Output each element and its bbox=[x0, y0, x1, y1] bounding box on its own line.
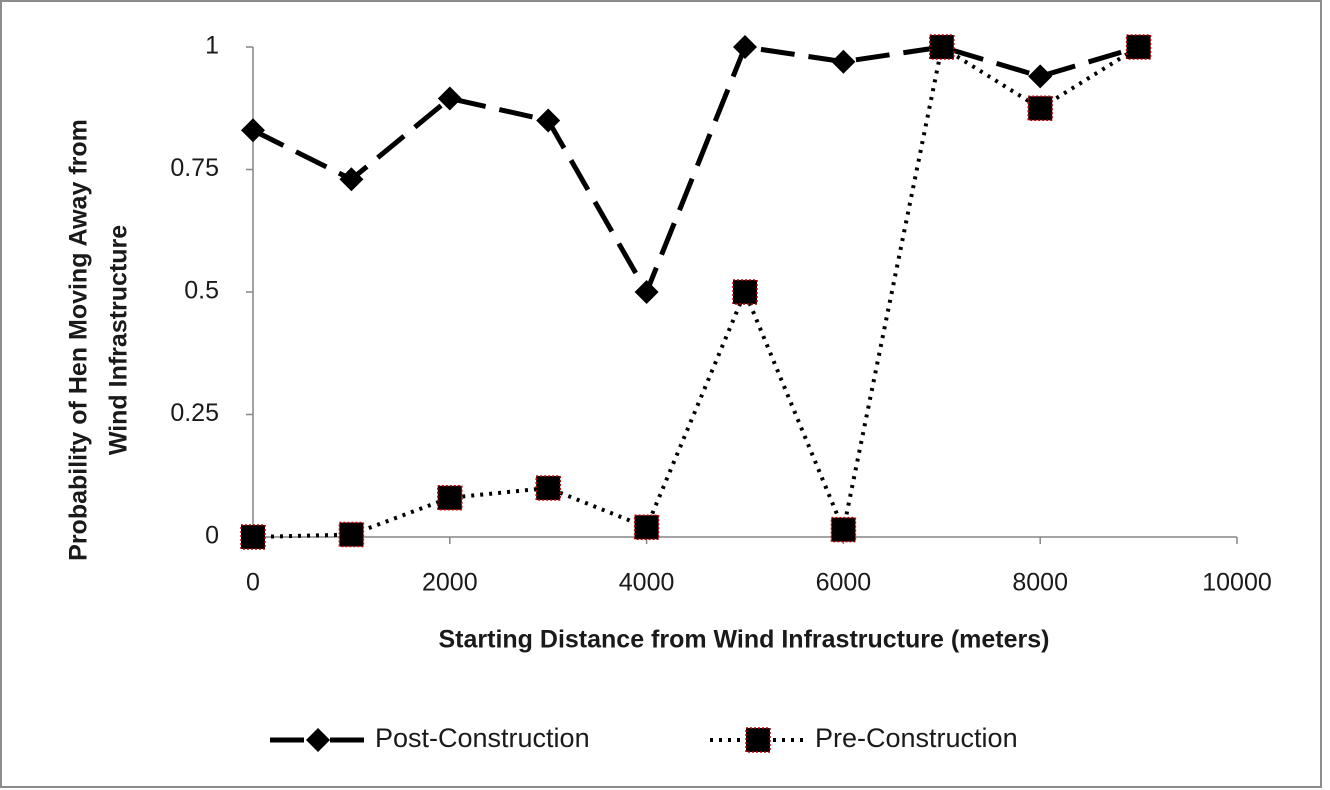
data-point bbox=[1028, 64, 1053, 89]
data-point bbox=[536, 108, 561, 133]
y-axis-title-line: Wind Infrastructure bbox=[105, 225, 133, 455]
y-tick-label: 0.25 bbox=[170, 399, 219, 427]
y-axis-title-line: Probability of Hen Moving Away from bbox=[65, 119, 93, 561]
y-tick-label: 0 bbox=[205, 522, 219, 550]
data-point bbox=[240, 524, 266, 550]
y-tick-label: 0.75 bbox=[170, 154, 219, 182]
data-point bbox=[732, 279, 758, 305]
data-point bbox=[634, 280, 659, 304]
data-point bbox=[535, 475, 561, 501]
legend-label: Pre-Construction bbox=[815, 723, 1018, 753]
legend-marker bbox=[745, 727, 771, 753]
x-tick-label: 0 bbox=[246, 569, 260, 597]
legend-item: Pre-Construction bbox=[710, 723, 1018, 753]
y-tick-label: 1 bbox=[205, 32, 219, 60]
data-point bbox=[437, 86, 462, 111]
data-point bbox=[241, 118, 265, 143]
data-point bbox=[831, 49, 856, 74]
series-line bbox=[251, 44, 1140, 298]
data-point bbox=[338, 521, 365, 548]
data-point bbox=[339, 167, 364, 192]
data-point bbox=[733, 35, 757, 59]
x-tick-label: 10000 bbox=[1202, 569, 1272, 597]
x-tick-label: 6000 bbox=[816, 569, 872, 597]
data-point bbox=[929, 34, 955, 60]
x-tick-label: 2000 bbox=[422, 569, 478, 597]
data-point bbox=[1027, 95, 1053, 121]
x-tick-label: 4000 bbox=[619, 569, 675, 597]
data-point bbox=[437, 485, 463, 511]
data-point bbox=[830, 516, 857, 543]
data-point bbox=[1125, 34, 1152, 60]
data-point bbox=[633, 514, 660, 540]
legend-marker bbox=[306, 728, 330, 752]
legend-item: Post-Construction bbox=[270, 723, 590, 753]
x-axis-title: Starting Distance from Wind Infrastructu… bbox=[439, 626, 1050, 654]
y-axis-title: Probability of Hen Moving Away from Wind… bbox=[65, 119, 133, 561]
x-tick-label: 8000 bbox=[1012, 569, 1068, 597]
legend-label: Post-Construction bbox=[375, 723, 590, 753]
y-tick-label: 0.5 bbox=[184, 277, 219, 305]
